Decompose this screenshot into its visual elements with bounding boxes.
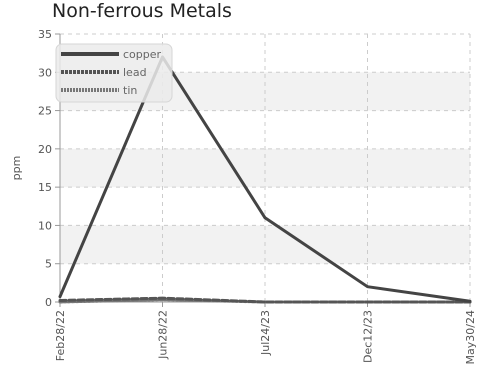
y-tick-label: 5: [45, 258, 52, 271]
y-tick-label: 15: [38, 181, 52, 194]
legend-label-tin: tin: [123, 84, 137, 97]
y-axis-label: ppm: [10, 156, 23, 181]
legend-label-lead: lead: [123, 66, 147, 79]
x-tick-label: Feb28/22: [54, 310, 67, 361]
y-tick-label: 30: [38, 66, 52, 79]
chart-title: Non-ferrous Metals: [52, 0, 232, 22]
y-tick-label: 25: [38, 105, 52, 118]
x-tick-label: Dec12/23: [362, 310, 375, 363]
y-tick-label: 10: [38, 219, 52, 232]
y-tick-label: 35: [38, 28, 52, 41]
y-tick-label: 0: [45, 296, 52, 309]
x-tick-label: Jul24/23: [259, 310, 272, 356]
legend-label-copper: copper: [123, 48, 162, 61]
y-tick-label: 20: [38, 143, 52, 156]
x-tick-label: Jun28/22: [157, 310, 170, 360]
x-tick-label: May30/24: [464, 310, 477, 364]
